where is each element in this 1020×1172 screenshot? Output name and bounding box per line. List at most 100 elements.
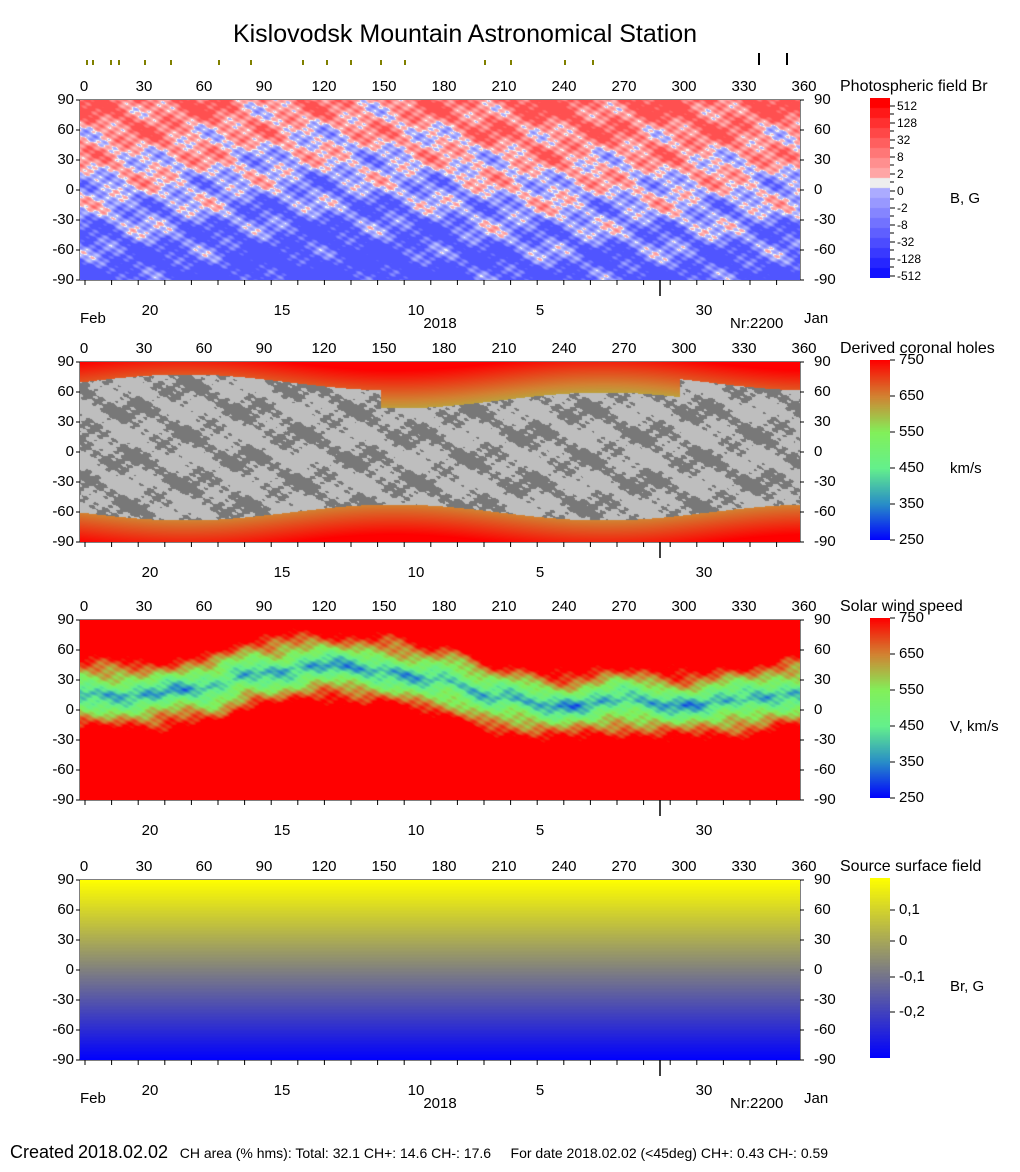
latitude-tick-label-left: 60 <box>57 901 74 918</box>
rotation-number: Nr:2200 <box>730 1095 784 1112</box>
latitude-tick-label-left: 0 <box>65 961 74 978</box>
longitude-tick-label: 300 <box>671 78 697 95</box>
year-label: 2018 <box>423 1095 457 1112</box>
latitude-tick-label-right: 90 <box>814 353 831 370</box>
latitude-tick-label-left: 0 <box>65 701 74 718</box>
colorbar-tick-label: 750 <box>899 609 925 626</box>
latitude-tick-label-left: 30 <box>57 931 74 948</box>
colorbar-tick-label: 550 <box>899 423 925 440</box>
colorbar-tick-label: 650 <box>899 645 925 662</box>
longitude-tick-label: 330 <box>731 78 757 95</box>
latitude-tick-label-right: -60 <box>814 241 836 258</box>
date-label: 5 <box>535 564 545 581</box>
colorbar-tick-label: -0,1 <box>899 968 925 985</box>
longitude-tick-label: 120 <box>311 858 337 875</box>
longitude-tick-label: 270 <box>611 340 637 357</box>
longitude-tick-label: 60 <box>195 78 213 95</box>
longitude-tick-label: 90 <box>255 858 273 875</box>
month-left-label: Feb <box>80 310 106 327</box>
longitude-tick-label: 0 <box>79 340 89 357</box>
longitude-tick-label: 210 <box>491 78 517 95</box>
longitude-tick-label: 330 <box>731 340 757 357</box>
longitude-tick-label: 90 <box>255 598 273 615</box>
longitude-tick-label: 180 <box>431 78 457 95</box>
longitude-tick-label: 90 <box>255 78 273 95</box>
date-label: 15 <box>273 302 291 319</box>
colorbar-tick-label: -0,2 <box>899 1003 925 1020</box>
colorbar-tick-label: 550 <box>899 681 925 698</box>
longitude-tick-label: 360 <box>791 598 817 615</box>
longitude-tick-label: 330 <box>731 858 757 875</box>
latitude-tick-label-left: -60 <box>52 1021 74 1038</box>
latitude-tick-label-right: 60 <box>814 383 831 400</box>
longitude-tick-label: 270 <box>611 598 637 615</box>
colorbar-tick-label: -512 <box>897 269 922 283</box>
rotation-number: Nr:2200 <box>730 315 784 332</box>
longitude-tick-label: 180 <box>431 858 457 875</box>
date-label: 10 <box>407 564 425 581</box>
latitude-tick-label-right: 0 <box>814 961 823 978</box>
latitude-tick-label-right: -90 <box>814 791 836 808</box>
latitude-tick-label-left: 90 <box>57 611 74 628</box>
photospheric-field-colorbar <box>870 98 890 278</box>
month-right-label: Jan <box>804 1090 829 1107</box>
latitude-tick-label-left: -60 <box>52 761 74 778</box>
month-right-label: Jan <box>804 310 829 327</box>
longitude-tick-label: 90 <box>255 340 273 357</box>
latitude-tick-label-right: -30 <box>814 991 836 1008</box>
colorbar-tick-label: 512 <box>897 99 918 113</box>
date-label: 10 <box>407 302 425 319</box>
latitude-tick-label-left: 60 <box>57 641 74 658</box>
longitude-tick-label: 240 <box>551 78 577 95</box>
date-label: 10 <box>407 822 425 839</box>
latitude-tick-label-right: -30 <box>814 473 836 490</box>
longitude-tick-label: 150 <box>371 598 397 615</box>
solar-wind-speed-colorbar <box>870 618 890 798</box>
latitude-tick-label-left: -60 <box>52 503 74 520</box>
latitude-tick-label-left: 60 <box>57 121 74 138</box>
latitude-tick-label-left: 60 <box>57 383 74 400</box>
latitude-tick-label-left: 30 <box>57 151 74 168</box>
latitude-tick-label-right: -60 <box>814 503 836 520</box>
date-label: 5 <box>535 1082 545 1099</box>
latitude-tick-label-left: 30 <box>57 671 74 688</box>
latitude-tick-label-left: -30 <box>52 991 74 1008</box>
date-label: 30 <box>695 1082 713 1099</box>
longitude-tick-label: 150 <box>371 858 397 875</box>
latitude-tick-label-left: -90 <box>52 791 74 808</box>
latitude-tick-label-right: 90 <box>814 871 831 888</box>
colorbar-tick-label: 450 <box>899 717 925 734</box>
colorbar-tick-label: -128 <box>897 252 922 266</box>
date-label: 30 <box>695 822 713 839</box>
date-label: 15 <box>273 564 291 581</box>
longitude-tick-label: 270 <box>611 78 637 95</box>
latitude-tick-label-left: -30 <box>52 473 74 490</box>
longitude-tick-label: 150 <box>371 340 397 357</box>
colorbar-title: Derived coronal holes <box>840 340 995 357</box>
created-label: Created <box>10 1142 75 1162</box>
colorbar-tick-label: 0,1 <box>899 901 920 918</box>
colorbar-tick-label: 650 <box>899 387 925 404</box>
coronal-holes-map <box>80 362 800 542</box>
coronal-holes-colorbar <box>870 360 890 540</box>
latitude-tick-label-left: 0 <box>65 181 74 198</box>
longitude-tick-label: 30 <box>135 858 153 875</box>
latitude-tick-label-left: 90 <box>57 353 74 370</box>
longitude-tick-label: 0 <box>79 78 89 95</box>
longitude-tick-label: 60 <box>195 858 213 875</box>
latitude-tick-label-left: -30 <box>52 211 74 228</box>
colorbar-tick-label: 128 <box>897 116 918 130</box>
colorbar-tick-label: 0 <box>899 932 908 949</box>
longitude-tick-label: 30 <box>135 598 153 615</box>
colorbar-unit: Br, G <box>950 978 985 995</box>
latitude-tick-label-left: 0 <box>65 443 74 460</box>
source-surface-field-colorbar <box>870 878 890 1058</box>
latitude-tick-label-right: -30 <box>814 211 836 228</box>
latitude-tick-label-right: 30 <box>814 151 831 168</box>
latitude-tick-label-right: -90 <box>814 1051 836 1068</box>
colorbar-tick-label: -8 <box>897 218 908 232</box>
latitude-tick-label-right: -60 <box>814 1021 836 1038</box>
date-label: 5 <box>535 822 545 839</box>
colorbar-tick-label: -2 <box>897 201 908 215</box>
